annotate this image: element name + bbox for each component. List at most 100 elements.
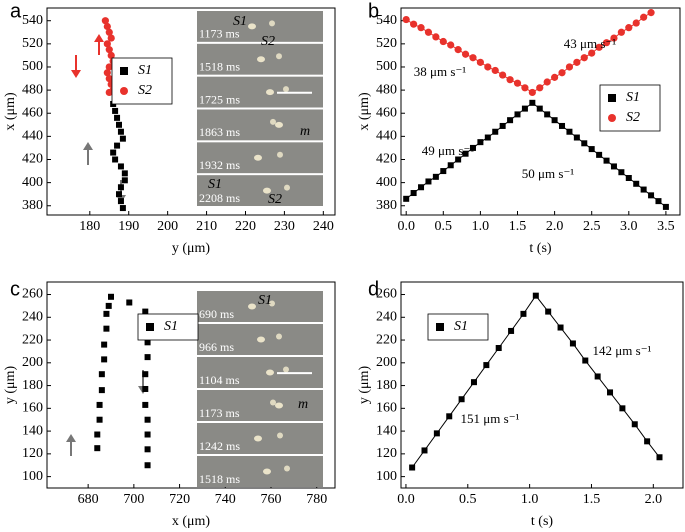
x-tick-label: 700	[123, 492, 144, 507]
x-axis-label: y (μm)	[172, 241, 211, 256]
x-tick-label: 2.5	[583, 219, 601, 234]
y-tick-label: 500	[22, 59, 43, 74]
x-tick-label: 0.0	[397, 219, 415, 234]
point	[410, 190, 417, 197]
point	[491, 66, 499, 75]
x-tick-label: 1.0	[472, 219, 490, 234]
y-tick-label: 520	[22, 36, 43, 51]
point	[607, 389, 614, 396]
point	[551, 117, 558, 124]
point	[476, 58, 484, 66]
point	[144, 339, 151, 346]
plot-frame	[46, 281, 336, 489]
point	[432, 173, 439, 180]
point	[461, 50, 470, 58]
inset-label: 1104 ms	[199, 373, 240, 387]
point	[447, 41, 455, 49]
legend-marker	[146, 323, 154, 331]
point	[455, 156, 462, 163]
inset-strip	[197, 291, 323, 322]
point	[105, 302, 112, 309]
point	[507, 117, 514, 124]
inset-spot	[276, 333, 282, 340]
legend-marker	[120, 67, 128, 75]
legend-label: S1	[454, 319, 468, 334]
point	[495, 345, 502, 352]
point	[521, 84, 529, 92]
point	[644, 438, 651, 445]
point	[545, 308, 552, 315]
y-axis-label: y (μm)	[357, 366, 372, 405]
inset-spot	[276, 53, 282, 60]
point	[655, 198, 662, 205]
legend-label: S2	[626, 110, 640, 125]
y-tick-label: 440	[22, 129, 43, 144]
y-tick-label: 100	[376, 469, 397, 484]
point	[532, 292, 539, 299]
legend-label: S2	[138, 83, 152, 98]
point	[439, 37, 447, 46]
x-tick-label: 3.5	[657, 219, 675, 234]
point	[440, 168, 447, 175]
point	[610, 34, 618, 42]
point	[446, 413, 453, 420]
point	[602, 39, 611, 47]
point	[610, 163, 617, 170]
annotation: 43 μm s⁻¹	[564, 36, 617, 51]
inset-label: 1173 ms	[199, 27, 240, 41]
point	[94, 445, 101, 452]
point	[492, 128, 499, 135]
point	[617, 28, 625, 36]
point	[469, 144, 476, 151]
point	[403, 195, 410, 202]
legend-box	[599, 84, 661, 132]
inset-label: 1932 ms	[199, 158, 240, 172]
y-tick-label: 480	[376, 82, 397, 97]
y-tick-label: 480	[22, 82, 43, 97]
point	[573, 58, 581, 66]
y-axis-label: x (μm)	[357, 92, 372, 131]
y-tick-label: 240	[376, 310, 397, 325]
point	[94, 431, 101, 438]
y-tick-label: 520	[376, 36, 397, 51]
point	[618, 169, 625, 176]
point	[103, 325, 110, 332]
y-tick-label: 220	[22, 332, 43, 347]
series-line	[405, 12, 652, 94]
inset-spot	[284, 184, 290, 191]
y-tick-label: 380	[22, 198, 43, 213]
annotation: 151 μm s⁻¹	[461, 411, 520, 426]
point	[121, 177, 128, 184]
point	[477, 139, 484, 146]
inset-spot	[283, 86, 289, 93]
y-tick-label: 540	[376, 13, 397, 28]
inset-spot	[275, 121, 283, 128]
y-tick-label: 260	[376, 287, 397, 302]
y-tick-label: 120	[376, 446, 397, 461]
inset-spot	[248, 23, 256, 30]
y-tick-label: 400	[22, 175, 43, 190]
inset-label: 1173 ms	[199, 406, 240, 420]
y-tick-label: 140	[22, 423, 43, 438]
inset-spot	[277, 432, 283, 439]
point	[121, 170, 128, 177]
legend-label: S1	[164, 319, 178, 334]
y-tick-label: 380	[376, 198, 397, 213]
point	[656, 454, 663, 461]
x-tick-label: 0.5	[435, 219, 453, 234]
point	[559, 122, 566, 129]
point	[462, 150, 469, 157]
x-tick-label: 720	[169, 492, 190, 507]
y-tick-label: 460	[376, 105, 397, 120]
legend-label: S1	[626, 90, 640, 105]
inset-spot	[277, 151, 283, 158]
point	[595, 43, 603, 51]
inset-strip	[197, 109, 323, 141]
inset-strip	[197, 175, 323, 206]
point	[520, 310, 527, 317]
inset-spot	[257, 56, 265, 63]
point	[103, 40, 111, 48]
point	[117, 163, 124, 170]
y-tick-label: 240	[22, 310, 43, 325]
